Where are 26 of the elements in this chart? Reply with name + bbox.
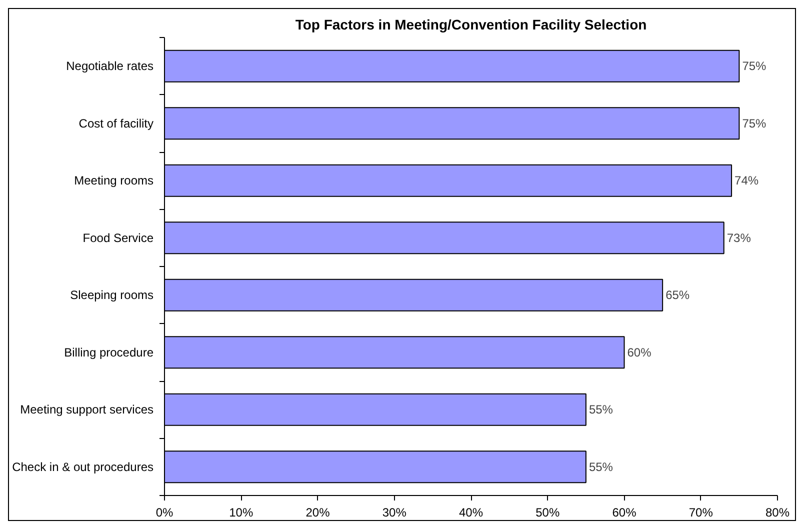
y-tick-label: Sleeping rooms (70, 288, 154, 302)
x-tick-label: 50% (536, 506, 560, 520)
y-tick-label: Check in & out procedures (12, 460, 154, 474)
x-tick-label: 70% (688, 506, 714, 520)
x-tick-label: 30% (382, 506, 407, 520)
y-tick-label: Meeting rooms (74, 174, 154, 188)
y-tick-label: Food Service (82, 230, 154, 245)
data-label: 75% (742, 116, 767, 130)
x-tick-label: 40% (458, 506, 484, 520)
x-tick-label: 20% (306, 506, 330, 520)
chart-title: Top Factors in Meeting/Convention Facility Selection (295, 16, 647, 32)
y-tick-label: Negotiable rates (66, 59, 154, 74)
data-label: 55% (588, 460, 614, 474)
x-tick-label: 0% (156, 506, 174, 520)
data-label: 75% (742, 59, 767, 74)
data-label: 60% (627, 345, 652, 360)
data-label: 55% (588, 402, 614, 417)
y-tick-label: Billing procedure (64, 345, 154, 360)
data-label: 74% (734, 174, 759, 188)
x-tick-label: 80% (765, 506, 790, 520)
x-tick-label: 10% (229, 506, 254, 520)
data-label: 65% (666, 288, 690, 302)
y-tick-label: Cost of facility (78, 116, 154, 130)
y-tick-label: Meeting support services (20, 402, 154, 417)
x-tick-label: 60% (612, 506, 637, 520)
data-label: 73% (726, 230, 752, 245)
